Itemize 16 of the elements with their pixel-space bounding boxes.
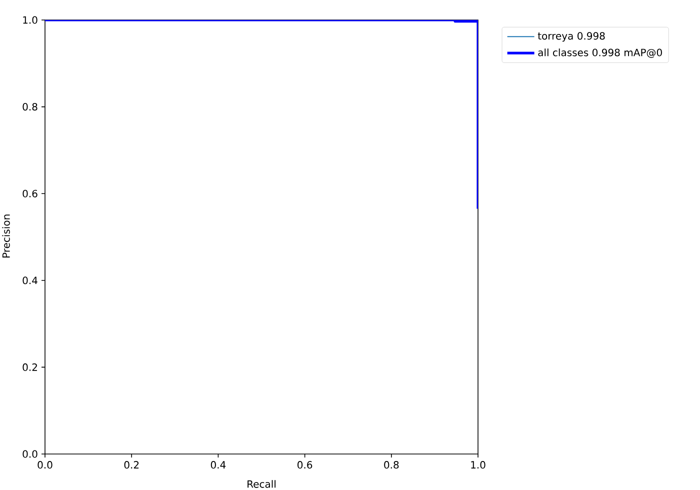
x-tick-label: 0.8 <box>384 461 399 469</box>
x-axis-title: Recall <box>248 480 276 488</box>
y-axis-title: Precision <box>2 214 10 258</box>
legend-label: all classes 0.998 mAP@0 <box>538 48 662 58</box>
legend-label: torreya 0.998 <box>538 32 605 42</box>
y-tick-label: 1.0 <box>23 16 38 24</box>
y-tick-label: 0.4 <box>22 276 38 284</box>
x-tick-label: 0.4 <box>210 461 226 469</box>
y-tick-label: 0.0 <box>22 450 38 458</box>
x-tick-label: 0.2 <box>124 461 139 469</box>
y-tick-label: 0.2 <box>22 363 37 371</box>
y-tick-label: 0.6 <box>22 190 38 198</box>
y-tick-label: 0.8 <box>22 103 38 111</box>
x-tick-label: 0.0 <box>38 461 52 469</box>
x-tick-label: 0.6 <box>298 461 312 469</box>
x-tick-label: 1.0 <box>471 461 486 469</box>
